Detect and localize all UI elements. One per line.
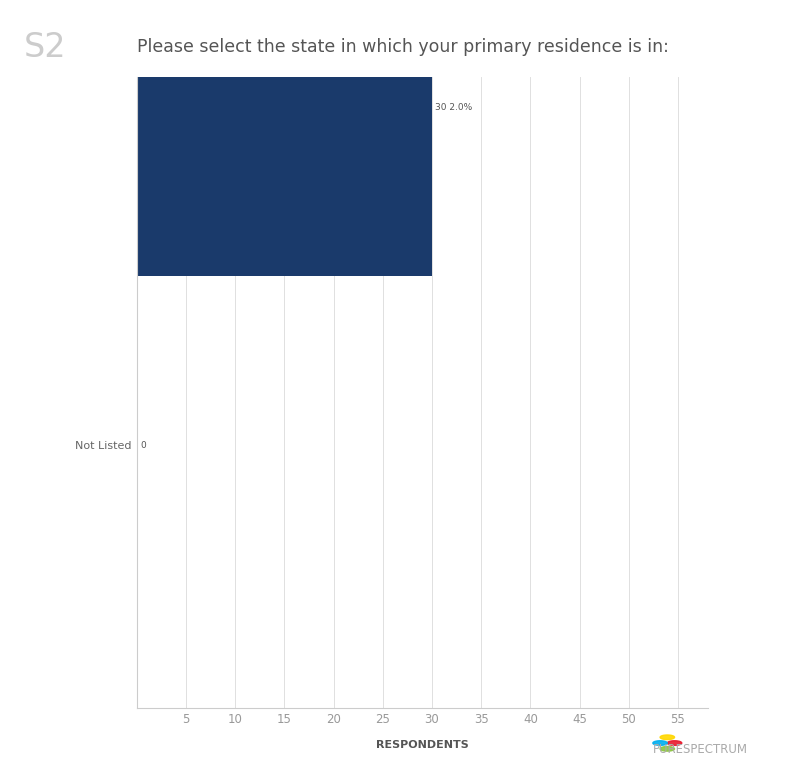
Polygon shape (659, 747, 674, 752)
Bar (137, 0, 431, 276)
X-axis label: RESPONDENTS: RESPONDENTS (375, 740, 468, 750)
Text: 0: 0 (141, 440, 146, 450)
Polygon shape (652, 741, 666, 745)
Text: PURESPECTRUM: PURESPECTRUM (652, 743, 747, 756)
Text: Please select the state in which your primary residence is in:: Please select the state in which your pr… (137, 38, 668, 56)
Polygon shape (666, 741, 681, 745)
Polygon shape (659, 735, 674, 739)
Text: 30 2.0%: 30 2.0% (434, 102, 471, 112)
Text: S2: S2 (24, 31, 67, 64)
